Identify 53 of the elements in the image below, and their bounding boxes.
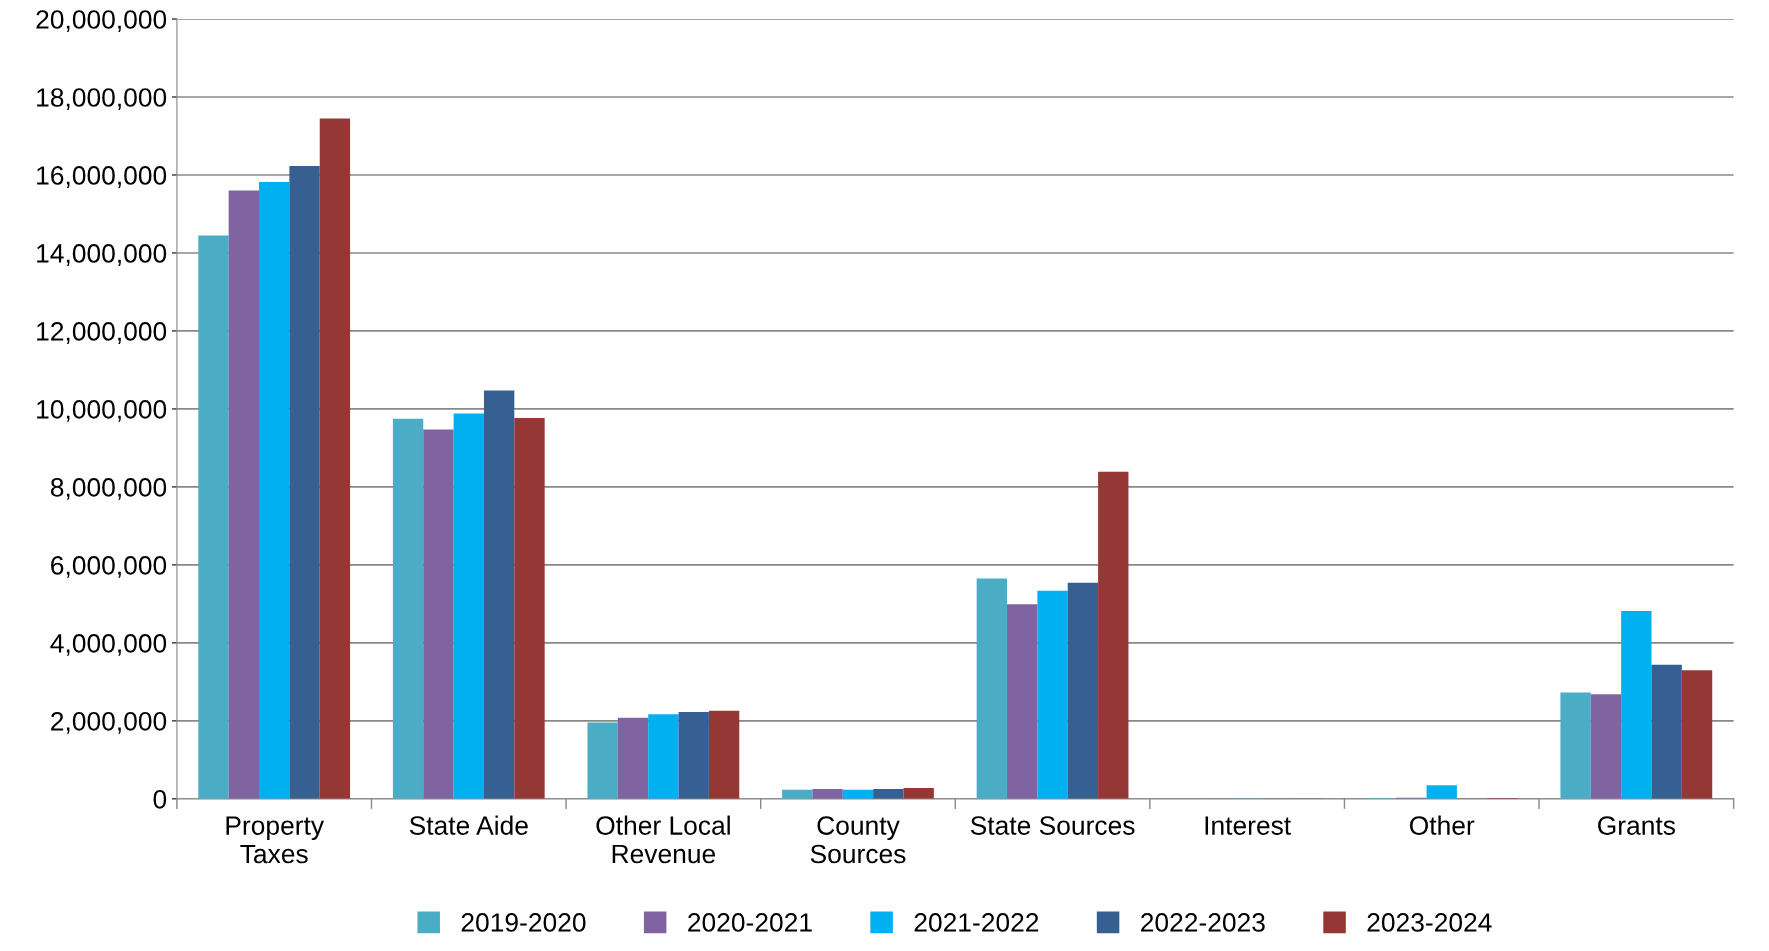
bar [319, 118, 351, 799]
legend-label: 2023-2024 [1367, 913, 1492, 932]
y-tick-label: 8,000,000 [50, 478, 167, 500]
bar [976, 578, 1008, 799]
x-tick-label: Grants [1598, 816, 1675, 835]
bar [483, 390, 515, 799]
legend-label: 2019-2020 [461, 913, 586, 932]
bar [648, 714, 679, 799]
x-tick-label: County Sources [810, 816, 906, 864]
y-tick-label: 18,000,000 [37, 88, 167, 110]
bar [423, 429, 454, 799]
x-tick-label: Interest [1205, 816, 1291, 835]
x-tick-label: Property Taxes [226, 816, 325, 864]
y-tick-label: 12,000,000 [37, 322, 167, 344]
bar [1560, 692, 1591, 799]
bar [678, 711, 709, 799]
bar [1621, 610, 1652, 799]
bar [873, 789, 904, 799]
bar [903, 787, 934, 799]
y-tick-label: 0 [153, 789, 167, 809]
bar [289, 166, 320, 799]
bar [1067, 582, 1099, 799]
y-tick-label: 10,000,000 [37, 400, 167, 422]
bar [617, 717, 649, 799]
bar [1007, 604, 1038, 799]
bar [453, 413, 484, 799]
bar [1681, 670, 1713, 799]
bar [514, 417, 545, 799]
y-tick-label: 20,000,000 [36, 10, 167, 32]
bar [392, 418, 424, 799]
x-tick-label: State Aide [409, 815, 528, 835]
bar [259, 182, 290, 799]
y-tick-label: 4,000,000 [50, 634, 167, 656]
bar [1590, 694, 1622, 799]
legend-label: 2021-2022 [914, 913, 1039, 932]
bar [198, 235, 229, 799]
bar [1037, 590, 1068, 799]
x-tick-label: Other [1409, 815, 1475, 835]
bar [1426, 785, 1457, 799]
y-tick-label: 14,000,000 [37, 244, 167, 266]
bar [1651, 664, 1682, 799]
x-tick-label: Other Local Revenue [596, 815, 730, 864]
bar [708, 710, 740, 799]
bar [228, 190, 260, 799]
bar [587, 722, 618, 799]
y-tick-label: 2,000,000 [51, 711, 167, 734]
y-tick-label: 16,000,000 [37, 166, 167, 188]
bar [812, 789, 843, 799]
y-tick-label: 6,000,000 [51, 556, 167, 578]
x-tick-label: State Sources [970, 816, 1135, 835]
bar [1098, 471, 1129, 799]
legend-label: 2022-2023 [1141, 913, 1265, 932]
legend-label: 2020-2021 [688, 913, 812, 932]
